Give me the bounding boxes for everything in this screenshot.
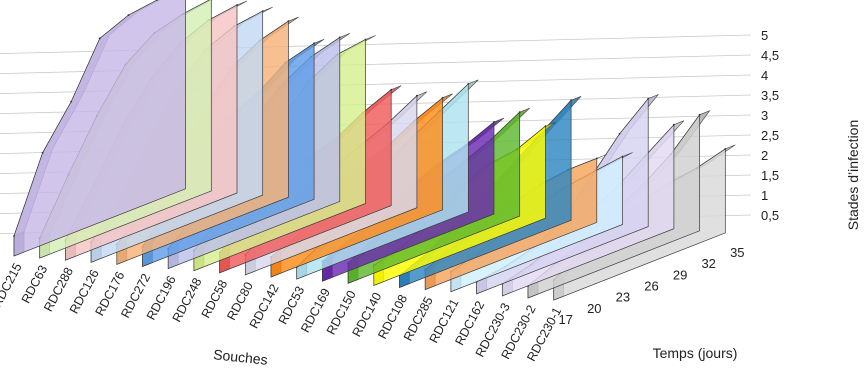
data-point [621,155,624,158]
y-tick-label: 3 [761,108,768,123]
data-point [70,100,73,103]
ribbon-face [13,0,186,257]
y-tick-label: 0,5 [761,208,779,223]
y-tick-label: 5 [761,28,768,43]
data-point [647,97,650,100]
data-point [698,113,701,116]
data-point [364,38,367,41]
x-tick-label: 35 [730,245,744,260]
data-point [441,96,444,99]
data-point [338,36,341,39]
y-tick-label: 2,5 [761,128,779,143]
series-rdc215 [13,0,186,257]
data-point [724,148,727,150]
y-tick-label: 1 [761,188,768,203]
x-tick-label: 29 [673,267,687,282]
data-point [416,94,418,97]
data-point [261,10,264,13]
x-tick-label: 23 [616,290,630,305]
data-point [98,37,101,40]
data-point [493,121,495,123]
series-ribbons [13,0,736,301]
data-point [287,20,290,23]
data-point [41,151,44,154]
y-tick-label: 4 [761,68,768,83]
data-point [236,4,238,6]
series-tick-label: RDC215 [0,261,25,310]
x-tick-label: 20 [587,301,601,316]
y-tick-label: 2 [761,148,768,163]
x-tick-label: 26 [644,279,658,294]
x-tick-label: 17 [558,312,572,327]
x-axis-title: Temps (jours) [653,345,738,361]
data-point [518,111,521,113]
data-point [595,157,598,160]
data-point [156,0,158,1]
y-tick-label: 1,5 [761,168,779,183]
series-axis-title: Souches [213,346,269,368]
data-point [673,123,675,126]
y-tick-label: 4,5 [761,48,779,63]
data-point [390,88,393,91]
data-point [544,125,547,128]
y-tick-label: 3,5 [761,88,779,103]
data-point [127,14,130,17]
y-axis-title: Stades d’infection [845,120,861,231]
data-point [467,83,470,85]
data-point [618,132,621,135]
x-tick-label: 32 [701,256,715,271]
data-point [13,235,15,237]
data-point [313,42,315,45]
data-point [570,99,572,102]
